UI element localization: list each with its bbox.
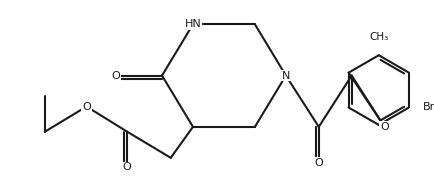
- Text: HN: HN: [184, 19, 201, 29]
- Text: O: O: [379, 122, 388, 132]
- Text: O: O: [82, 102, 91, 112]
- Text: N: N: [281, 70, 289, 80]
- Text: O: O: [111, 70, 120, 80]
- Text: Br: Br: [421, 102, 434, 112]
- Text: O: O: [122, 162, 131, 172]
- Text: CH₃: CH₃: [368, 32, 388, 42]
- Text: O: O: [314, 158, 322, 168]
